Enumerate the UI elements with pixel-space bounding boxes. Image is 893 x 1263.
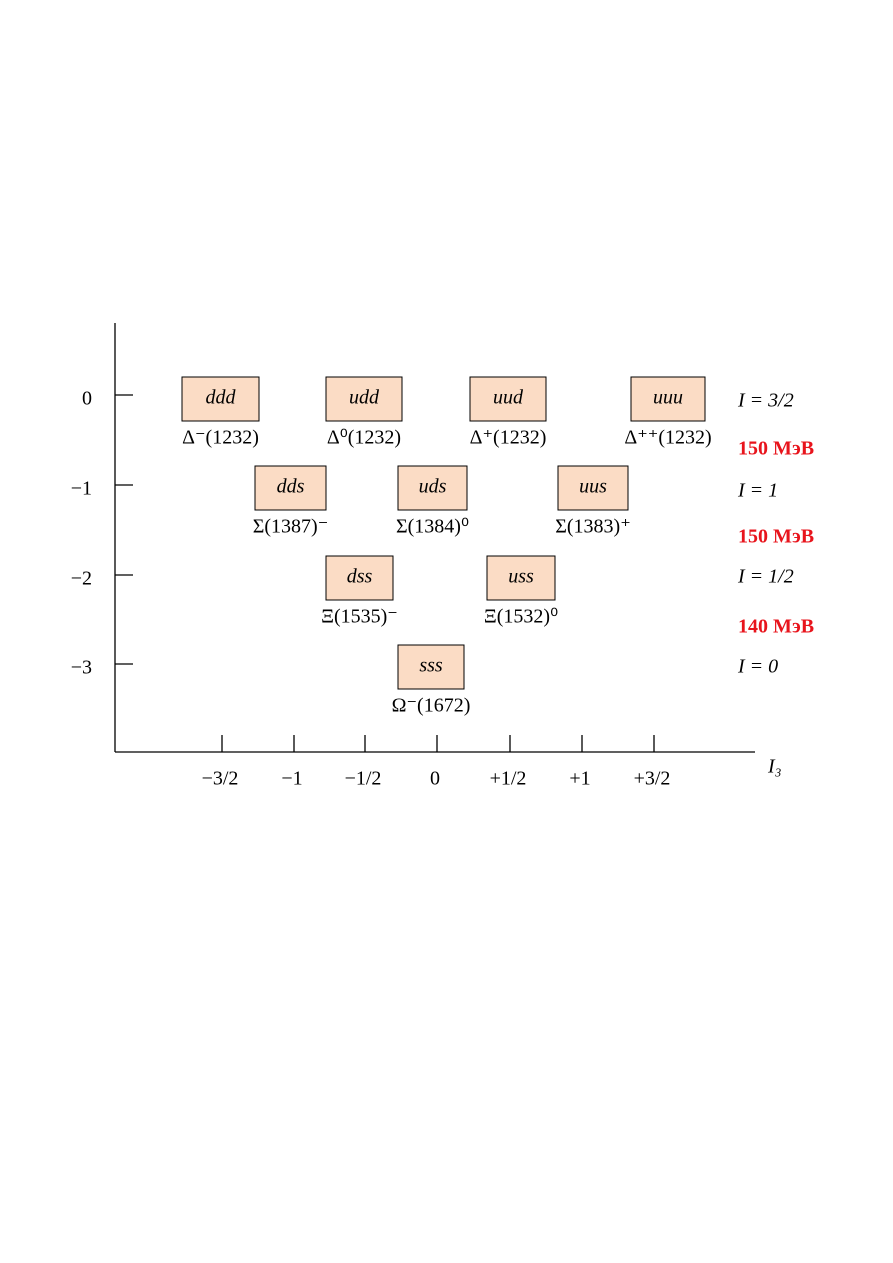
x-tick-label: −1/2 — [345, 768, 382, 790]
x-tick-label: 0 — [430, 768, 440, 790]
quark-content: uus — [579, 476, 607, 498]
particle-label: Δ⁺(1232) — [470, 427, 547, 449]
isospin-label: I = 1 — [737, 480, 778, 502]
particle-label: Σ(1383)⁺ — [555, 516, 631, 538]
quark-content: ddd — [206, 387, 237, 409]
x-tick-label: −3/2 — [202, 768, 239, 790]
x-axis-title: I₃ — [767, 756, 782, 778]
x-tick-label: +3/2 — [634, 768, 671, 790]
particle-label: Σ(1384)⁰ — [396, 516, 469, 538]
quark-box — [397, 644, 465, 690]
quark-box — [486, 555, 556, 601]
quark-content: uds — [419, 476, 447, 498]
quark-box — [397, 465, 468, 511]
particle-label: Δ⁻(1232) — [182, 427, 259, 449]
quark-box — [254, 465, 327, 511]
y-tick-label: −2 — [71, 568, 92, 590]
particle-label: Σ(1387)⁻ — [253, 516, 329, 538]
quark-box — [630, 376, 706, 422]
quark-box — [325, 376, 403, 422]
isospin-label: I = 1/2 — [737, 566, 794, 588]
isospin-label: I = 3/2 — [737, 390, 794, 412]
y-tick-label: 0 — [82, 388, 92, 410]
quark-box — [557, 465, 629, 511]
quark-box — [469, 376, 547, 422]
quark-box — [325, 555, 394, 601]
mass-gap: 150 МэВ — [738, 526, 814, 548]
particle-label: Δ⁰(1232) — [327, 427, 401, 449]
quark-content: dss — [347, 566, 373, 588]
quark-content: uud — [493, 387, 524, 409]
quark-content: uss — [508, 566, 534, 588]
quark-content: dds — [277, 476, 305, 498]
y-tick-label: −3 — [71, 657, 92, 679]
quark-content: sss — [419, 655, 443, 677]
mass-gap: 150 МэВ — [738, 438, 814, 460]
mass-gap: 140 МэВ — [738, 616, 814, 638]
quark-content: udd — [349, 387, 380, 409]
particle-label: Δ⁺⁺(1232) — [624, 427, 711, 449]
x-tick-label: +1 — [569, 768, 590, 790]
x-tick-label: −1 — [281, 768, 302, 790]
isospin-label: I = 0 — [737, 656, 778, 678]
particle-label: Ω⁻(1672) — [392, 695, 471, 717]
particle-label: Ξ(1532)⁰ — [484, 606, 558, 628]
x-tick-label: +1/2 — [490, 768, 527, 790]
quark-content: uuu — [653, 387, 683, 409]
particle-label: Ξ(1535)⁻ — [321, 606, 398, 628]
y-tick-label: −1 — [71, 478, 92, 500]
quark-box — [181, 376, 260, 422]
